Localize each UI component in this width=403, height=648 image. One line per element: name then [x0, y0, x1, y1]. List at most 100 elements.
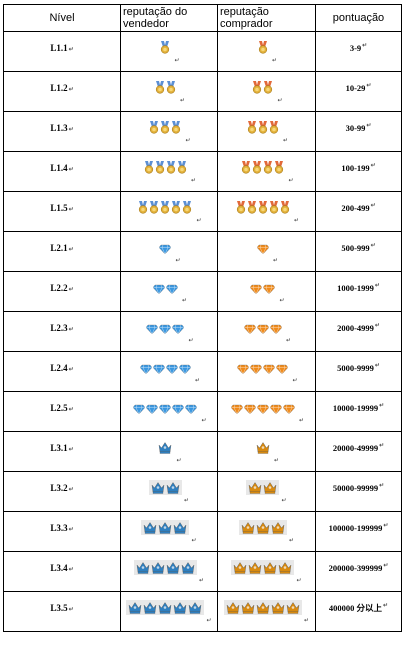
buyer-reputation-cell: ↵	[217, 31, 316, 72]
level-cell: L2.1↵	[3, 231, 121, 272]
paragraph-mark: ↵	[68, 566, 74, 573]
seller-diamond-icon	[133, 404, 146, 414]
seller-medal-icon	[138, 201, 148, 214]
points-cell: 1000-1999↵	[315, 271, 402, 312]
paragraph-mark: ↵	[293, 218, 300, 224]
seller-diamond-icon	[146, 324, 159, 334]
buyer-reputation-cell: ↵	[217, 511, 316, 552]
seller-crown-icon	[158, 521, 172, 534]
paragraph-mark: ↵	[174, 58, 180, 64]
seller-badge-group	[147, 120, 183, 135]
seller-medal-icon	[149, 201, 159, 214]
table-row: L1.3↵ ↵ ↵ 30-99↵	[3, 111, 402, 152]
seller-reputation-cell: ↵	[120, 71, 218, 112]
buyer-medal-icon	[258, 121, 268, 134]
points-range: 30-99↵	[345, 122, 372, 133]
seller-medal-icon	[166, 161, 176, 174]
buyer-diamond-icon	[256, 244, 269, 254]
paragraph-mark: ↵	[370, 162, 376, 169]
buyer-crown-icon	[263, 481, 277, 494]
buyer-medal-icon	[263, 161, 273, 174]
level-cell: L1.2↵	[3, 71, 121, 112]
buyer-reputation-cell: ↵	[217, 471, 316, 512]
paragraph-mark: ↵	[288, 178, 294, 184]
paragraph-mark: ↵	[370, 202, 376, 209]
paragraph-mark: ↵	[185, 138, 191, 144]
buyer-diamond-icon	[263, 364, 276, 374]
buyer-badge-group	[235, 363, 290, 375]
paragraph-mark: ↵	[190, 178, 197, 184]
buyer-diamond-icon	[276, 364, 289, 374]
seller-reputation-cell: ↵	[120, 351, 218, 392]
seller-crown-icon	[128, 601, 142, 614]
buyer-medal-icon	[247, 201, 257, 214]
paragraph-mark: ↵	[176, 458, 182, 464]
points-cell: 200-499↵	[315, 191, 402, 232]
seller-reputation-cell: ↵	[120, 431, 218, 472]
paragraph-mark: ↵	[198, 578, 205, 584]
points-range: 100-199↵	[341, 162, 376, 173]
seller-badge-group	[138, 363, 193, 375]
table-row: L2.4↵ ↵ ↵ 5000-9999↵	[3, 351, 402, 392]
buyer-crown-icon	[271, 521, 285, 534]
seller-badge-group	[151, 283, 180, 295]
level-cell: L3.1↵	[3, 431, 121, 472]
seller-crown-icon	[181, 561, 195, 574]
buyer-reputation-cell: ↵	[217, 591, 316, 632]
seller-badge-group	[141, 520, 190, 535]
paragraph-mark: ↵	[296, 578, 302, 584]
seller-crown-icon	[173, 601, 187, 614]
paragraph-mark: ↵	[374, 362, 380, 369]
buyer-medal-icon	[269, 201, 279, 214]
buyer-badge-group	[223, 600, 302, 615]
buyer-badge-group	[231, 560, 295, 575]
seller-crown-icon	[136, 561, 150, 574]
points-range: 20000-49999↵	[332, 442, 385, 453]
paragraph-mark: ↵	[374, 282, 380, 289]
points-cell: 10-29↵	[315, 71, 402, 112]
seller-badge-group	[157, 243, 173, 255]
level-label: L1.5	[50, 202, 68, 213]
seller-reputation-cell: ↵	[120, 31, 218, 72]
paragraph-mark: ↵	[68, 286, 74, 293]
paragraph-mark: ↵	[179, 98, 186, 104]
seller-medal-icon	[155, 161, 165, 174]
buyer-diamond-icon	[263, 284, 276, 294]
seller-medal-icon	[160, 41, 170, 54]
buyer-diamond-icon	[250, 284, 263, 294]
buyer-reputation-cell: ↵	[217, 271, 316, 312]
level-label: L3.1	[50, 442, 68, 453]
level-cell: L2.2↵	[3, 271, 121, 312]
level-label: L1.1	[50, 42, 68, 53]
seller-medal-icon	[171, 121, 181, 134]
table-row: L3.3↵ ↵ ↵ 100000-199999↵	[3, 511, 402, 552]
points-range: 2000-4999↵	[337, 322, 380, 333]
seller-badge-group	[136, 200, 194, 215]
seller-reputation-cell: ↵	[120, 311, 218, 352]
buyer-crown-icon	[248, 561, 262, 574]
buyer-diamond-icon	[269, 324, 282, 334]
seller-reputation-cell: ↵	[120, 511, 218, 552]
seller-diamond-icon	[152, 364, 165, 374]
seller-diamond-icon	[139, 364, 152, 374]
buyer-medal-icon	[252, 81, 262, 94]
points-range: 200000-399999↵	[328, 562, 389, 573]
buyer-crown-icon	[256, 521, 270, 534]
seller-crown-icon	[151, 561, 165, 574]
buyer-crown-icon	[286, 601, 300, 614]
paragraph-mark: ↵	[362, 42, 368, 49]
points-range: 1000-1999↵	[337, 282, 380, 293]
seller-reputation-cell: ↵	[120, 391, 218, 432]
seller-badge-group	[142, 160, 189, 175]
reputation-table: Nível reputação do vendedor reputação co…	[3, 4, 402, 632]
seller-badge-group	[133, 560, 197, 575]
paragraph-mark: ↵	[277, 98, 283, 104]
seller-crown-icon	[143, 521, 157, 534]
paragraph-mark: ↵	[383, 602, 389, 609]
paragraph-mark: ↵	[288, 538, 295, 544]
buyer-crown-icon	[278, 561, 292, 574]
paragraph-mark: ↵	[188, 337, 194, 344]
buyer-diamond-icon	[243, 404, 256, 414]
buyer-diamond-icon	[256, 324, 269, 334]
header-row: Nível reputação do vendedor reputação co…	[3, 4, 402, 32]
